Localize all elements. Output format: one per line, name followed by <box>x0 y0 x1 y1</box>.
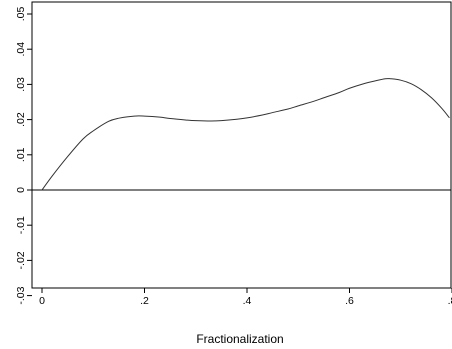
x-tick-label: .6 <box>345 295 354 307</box>
y-tick-label: .04 <box>15 42 27 57</box>
y-axis: -.03 -.02 -.01 0 .01 .02 .03 .04 .05 <box>15 7 32 305</box>
y-tick-label: -.01 <box>15 216 27 234</box>
x-tick-label: 0 <box>39 295 45 307</box>
y-tick-label: .05 <box>15 7 27 22</box>
y-tick-label: -.03 <box>15 286 27 304</box>
y-tick-label: .01 <box>15 147 27 162</box>
x-axis-title: Fractionalization <box>196 332 283 346</box>
x-tick-label: .4 <box>243 295 252 307</box>
x-tick-label: .8 <box>448 295 452 307</box>
y-tick-label: 0 <box>15 187 27 193</box>
plot-frame <box>31 1 452 289</box>
y-tick-label: -.02 <box>15 251 27 269</box>
series-line <box>41 78 450 191</box>
x-axis: 0 .2 .4 .6 .8 <box>39 288 452 307</box>
y-tick-label: .02 <box>15 112 27 127</box>
y-tick-label: .03 <box>15 77 27 92</box>
x-tick-label: .2 <box>140 295 149 307</box>
